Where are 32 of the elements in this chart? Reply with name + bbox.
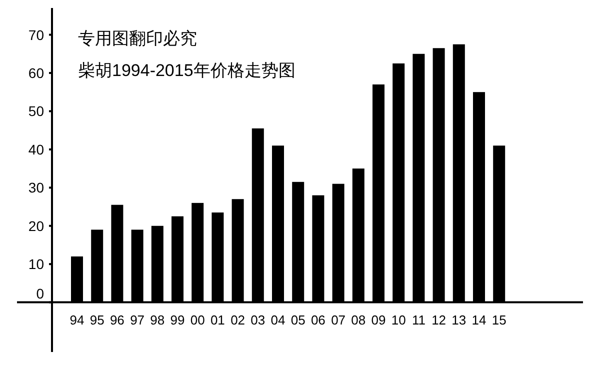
x-tick-label: 14 bbox=[472, 312, 486, 328]
x-tick-label: 10 bbox=[391, 312, 406, 328]
x-tick-label: 06 bbox=[310, 312, 326, 328]
y-tick-label: 30 bbox=[28, 180, 44, 196]
x-tick-label: 99 bbox=[170, 312, 185, 328]
x-tick-label: 05 bbox=[290, 312, 306, 328]
x-tick-label: 08 bbox=[351, 312, 366, 328]
y-tick-label: 0 bbox=[36, 285, 44, 302]
y-tick-label: 10 bbox=[28, 256, 44, 272]
x-tick-label: 07 bbox=[331, 312, 346, 328]
y-tick-label: 50 bbox=[28, 103, 44, 120]
text: 柴胡1994-2015年价格走势图 bbox=[78, 61, 296, 80]
x-tick-label: 04 bbox=[270, 312, 286, 328]
x-tick-label: 09 bbox=[371, 312, 386, 328]
x-tick-label: 00 bbox=[190, 312, 205, 328]
x-tick-label: 95 bbox=[90, 312, 104, 328]
x-tick-label: 03 bbox=[250, 312, 266, 328]
y-tick-label: 70 bbox=[28, 26, 44, 43]
x-tick-label: 94 bbox=[70, 312, 84, 328]
annotation: 专用图翻印必究 bbox=[78, 29, 197, 48]
x-tick-label: 02 bbox=[230, 312, 246, 328]
x-tick-label: 15 bbox=[492, 312, 506, 328]
x-tick-label: 13 bbox=[452, 312, 466, 328]
y-tick-label: 40 bbox=[28, 141, 44, 158]
x-tick-label: 01 bbox=[210, 312, 225, 328]
y-tick-label: 20 bbox=[28, 218, 44, 234]
x-tick-label: 11 bbox=[412, 312, 426, 328]
x-tick-label: 98 bbox=[150, 312, 165, 328]
x-tick-label: 97 bbox=[130, 312, 145, 328]
y-tick-label: 60 bbox=[28, 64, 44, 81]
x-tick-label: 12 bbox=[432, 312, 446, 328]
x-tick-label: 96 bbox=[110, 312, 124, 328]
